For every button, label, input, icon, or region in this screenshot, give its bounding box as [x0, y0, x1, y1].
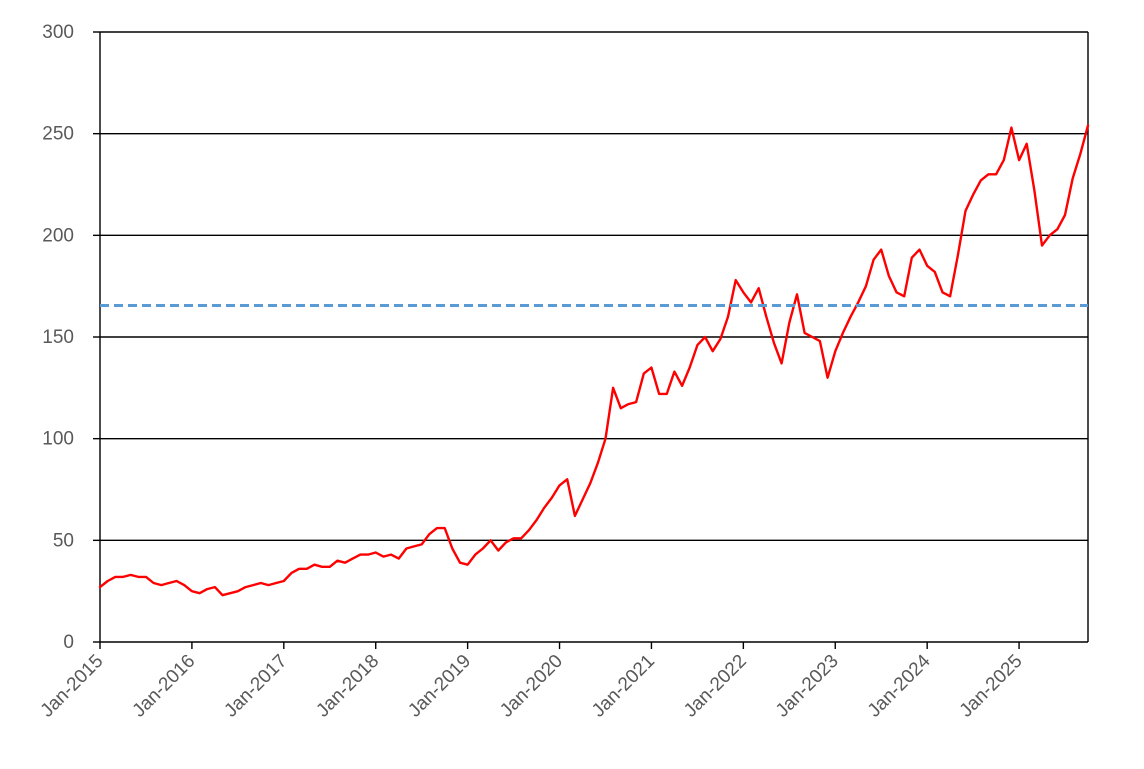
- x-tick-label: Jan-2021: [588, 651, 659, 722]
- x-tick-label: Jan-2018: [312, 651, 383, 722]
- y-tick-label: 0: [63, 632, 74, 653]
- y-tick-label: 200: [42, 225, 74, 246]
- x-axis: Jan-2015 Jan-2016 Jan-2017 Jan-2018 Jan-2019…: [37, 641, 1088, 722]
- plot-series: [98, 124, 1090, 597]
- x-tick-label: Jan-2015: [37, 651, 108, 722]
- x-tick-label: Jan-2019: [404, 651, 475, 722]
- y-tick-label: 100: [42, 429, 74, 450]
- x-tick-label: Jan-2020: [496, 651, 567, 722]
- x-tick-label: Jan-2023: [772, 651, 843, 722]
- x-tick-label: Jan-2024: [864, 650, 935, 721]
- y-tick-label: 300: [42, 22, 74, 43]
- x-tick-label: Jan-2025: [956, 651, 1027, 722]
- x-tick-label: Jan-2017: [220, 651, 291, 722]
- gridlines: [100, 31, 1088, 542]
- y-tick-label: 250: [42, 124, 74, 145]
- y-tick-label: 150: [42, 327, 74, 348]
- y-tick-label: 50: [53, 530, 74, 551]
- x-tick-label: Jan-2016: [129, 651, 200, 722]
- price-series-line: [98, 124, 1090, 597]
- y-axis: 0 50 100 150 200 250 300: [42, 22, 1089, 653]
- x-tick-label: Jan-2022: [680, 651, 751, 722]
